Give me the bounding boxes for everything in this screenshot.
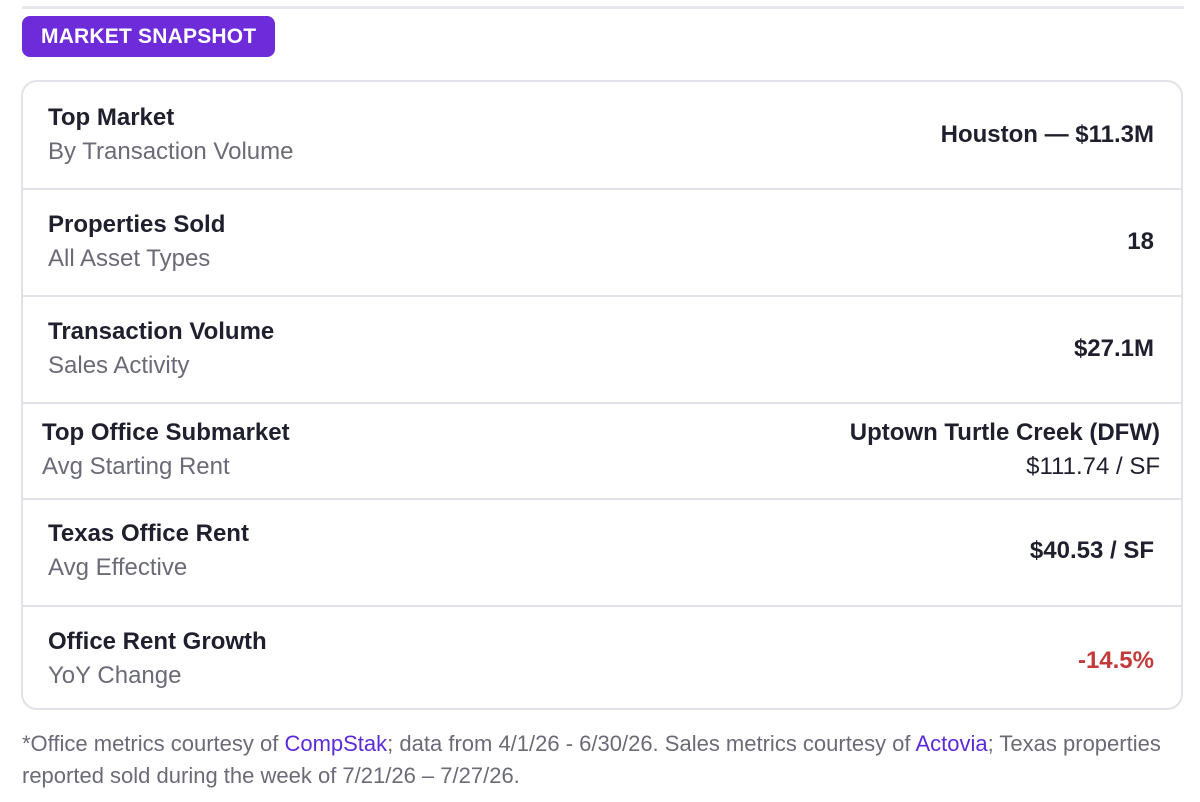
footnote-text: ; Texas properties reported sold during … [22, 731, 1161, 788]
compstak-link[interactable]: CompStak [284, 731, 388, 756]
row-transaction-volume: Transaction Volume Sales Activity $27.1M [23, 297, 1181, 404]
row-office-rent-growth: Office Rent Growth YoY Change -14.5% [23, 607, 1181, 708]
row-value: Uptown Turtle Creek (DFW) [849, 419, 1160, 446]
row-label: Properties Sold [48, 211, 226, 238]
footnote-text: ; data from 4/1/26 - 6/30/26. Sales metr… [387, 731, 916, 756]
row-sublabel: Avg Starting Rent [42, 453, 230, 480]
row-value-secondary: $111.74 / SF [1026, 453, 1160, 480]
row-label: Transaction Volume [48, 318, 275, 345]
footnote-text: *Office metrics courtesy of [22, 731, 285, 756]
row-top-market: Top Market By Transaction Volume Houston… [23, 82, 1181, 190]
row-texas-office-rent: Texas Office Rent Avg Effective $40.53 /… [23, 500, 1181, 607]
row-sublabel: YoY Change [48, 662, 182, 689]
row-sublabel: By Transaction Volume [48, 138, 294, 165]
row-value-negative: -14.5% [1077, 647, 1154, 674]
row-sublabel: Avg Effective [48, 554, 188, 581]
snapshot-card: Top Market By Transaction Volume Houston… [21, 80, 1183, 710]
footnote: *Office metrics courtesy of CompStak; da… [22, 728, 1182, 792]
row-value: $27.1M [1073, 335, 1154, 362]
row-label: Top Market [48, 104, 175, 131]
row-label: Texas Office Rent [48, 520, 249, 547]
row-label: Office Rent Growth [48, 628, 267, 655]
top-divider [22, 6, 1184, 9]
row-sublabel: Sales Activity [48, 352, 190, 379]
actovia-link[interactable]: Actovia [915, 731, 988, 756]
row-label: Top Office Submarket [42, 419, 290, 446]
row-value: 18 [1127, 228, 1154, 255]
row-properties-sold: Properties Sold All Asset Types 18 [23, 190, 1181, 297]
row-sublabel: All Asset Types [48, 245, 211, 272]
row-value: $40.53 / SF [1029, 537, 1154, 564]
market-snapshot-badge: MARKET SNAPSHOT [22, 16, 276, 57]
row-top-office-submarket: Top Office Submarket Avg Starting Rent U… [23, 404, 1181, 500]
row-value: Houston — $11.3M [940, 121, 1154, 148]
